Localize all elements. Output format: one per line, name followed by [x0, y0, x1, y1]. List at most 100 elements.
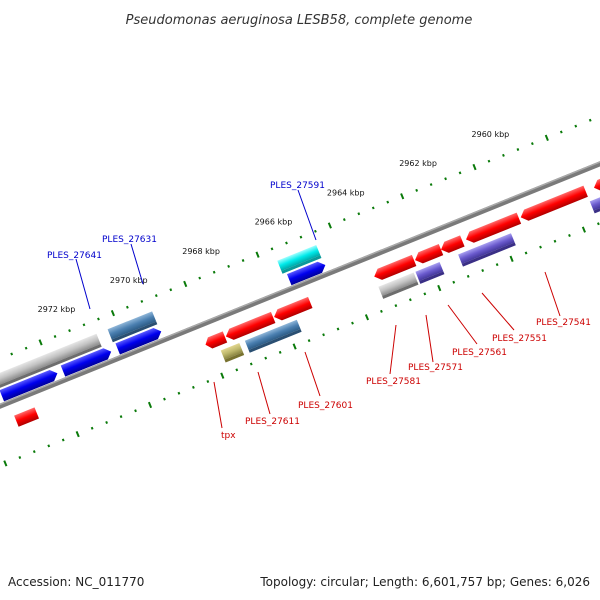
- major-tick: [437, 284, 442, 292]
- gene-label[interactable]: PLES_27611: [245, 417, 300, 427]
- minor-tick: [597, 222, 600, 226]
- kbp-label: 2968 kbp: [182, 247, 220, 256]
- gene-feature-reverse[interactable]: [378, 272, 419, 299]
- gene-label[interactable]: PLES_27641: [47, 251, 102, 261]
- minor-tick: [530, 142, 534, 146]
- major-tick: [38, 339, 43, 346]
- major-tick: [581, 226, 586, 233]
- minor-tick: [380, 309, 383, 313]
- minor-tick: [415, 188, 419, 192]
- major-tick: [472, 163, 477, 171]
- gene-label[interactable]: PLES_27601: [298, 401, 353, 411]
- gene-feature-reverse[interactable]: [439, 235, 465, 255]
- minor-tick: [394, 304, 398, 308]
- minor-tick: [444, 177, 447, 181]
- gene-label[interactable]: PLES_27581: [366, 377, 421, 387]
- minor-tick: [249, 362, 253, 366]
- minor-tick: [553, 239, 557, 243]
- minor-tick: [177, 391, 181, 395]
- minor-tick: [264, 356, 268, 360]
- minor-tick: [481, 269, 485, 273]
- minor-tick: [408, 298, 412, 302]
- map-title: Pseudomonas aeruginosa LESB58, complete …: [126, 13, 473, 28]
- minor-tick: [588, 118, 592, 122]
- minor-tick: [32, 450, 36, 454]
- kbp-label: 2960 kbp: [472, 130, 510, 139]
- minor-tick: [97, 317, 100, 321]
- gene-feature-reverse[interactable]: [592, 170, 600, 194]
- gene-feature-forward[interactable]: [0, 333, 102, 390]
- minor-tick: [307, 339, 311, 343]
- major-tick: [183, 280, 188, 288]
- gene-feature-forward[interactable]: [286, 259, 328, 286]
- minor-tick: [342, 218, 346, 222]
- gene-feature-reverse[interactable]: [464, 212, 522, 245]
- kbp-label: 2962 kbp: [399, 159, 437, 168]
- gene-label[interactable]: PLES_27631: [102, 235, 157, 245]
- minor-tick: [423, 292, 427, 296]
- major-tick: [220, 372, 225, 379]
- minor-tick: [198, 276, 202, 280]
- gene-feature-forward[interactable]: [107, 311, 158, 343]
- gene-label[interactable]: PLES_27541: [536, 318, 591, 328]
- minor-tick: [169, 288, 173, 292]
- gene-label[interactable]: PLES_27571: [408, 363, 463, 373]
- gene-feature-reverse[interactable]: [272, 296, 313, 323]
- gene-label[interactable]: PLES_27561: [452, 348, 507, 358]
- minor-tick: [299, 235, 303, 239]
- minor-tick: [61, 438, 65, 442]
- kbp-label: 2970 kbp: [110, 276, 148, 285]
- accession-text: Accession: NC_011770: [8, 575, 144, 589]
- major-tick: [327, 222, 332, 229]
- upper-tick-row: [10, 118, 592, 356]
- gene-feature-forward[interactable]: [0, 368, 60, 402]
- gene-feature-reverse[interactable]: [518, 185, 588, 223]
- gene-feature-reverse[interactable]: [220, 342, 245, 363]
- minor-tick: [574, 124, 578, 128]
- minor-tick: [82, 323, 86, 327]
- major-tick: [110, 309, 115, 317]
- gene-feature-forward[interactable]: [277, 245, 322, 274]
- minor-tick: [371, 206, 375, 210]
- gene-feature-forward[interactable]: [60, 346, 114, 377]
- gene-feature-reverse[interactable]: [458, 233, 516, 267]
- minor-tick: [322, 333, 325, 337]
- lower-tick-row: [3, 222, 600, 467]
- kbp-label: 2966 kbp: [255, 218, 293, 227]
- minor-tick: [24, 346, 28, 350]
- major-tick: [400, 193, 405, 200]
- gene-feature-reverse[interactable]: [415, 262, 445, 284]
- minor-tick: [68, 329, 71, 333]
- minor-tick: [134, 409, 137, 413]
- major-tick: [364, 314, 370, 321]
- minor-tick: [429, 183, 433, 187]
- minor-tick: [314, 229, 317, 233]
- minor-tick: [90, 426, 94, 430]
- minor-tick: [285, 241, 288, 245]
- minor-tick: [351, 321, 354, 325]
- minor-tick: [119, 415, 123, 419]
- gene-feature-reverse[interactable]: [203, 331, 228, 350]
- genome-backbone-highlight: [0, 147, 600, 419]
- minor-tick: [452, 280, 456, 284]
- gene-feature-reverse[interactable]: [589, 190, 600, 214]
- minor-tick: [495, 263, 499, 267]
- minor-tick: [278, 350, 282, 354]
- minor-tick: [516, 148, 520, 151]
- gene-label[interactable]: PLES_27591: [270, 181, 325, 191]
- gene-feature-reverse[interactable]: [372, 254, 417, 282]
- minor-tick: [206, 380, 210, 384]
- leader-lines: [75, 189, 561, 429]
- gene-feature-reverse[interactable]: [413, 244, 444, 266]
- gene-feature-reverse[interactable]: [244, 319, 302, 353]
- gene-label[interactable]: PLES_27551: [492, 334, 547, 344]
- kbp-label: 2972 kbp: [38, 305, 76, 314]
- minor-tick: [386, 200, 390, 204]
- minor-tick: [47, 444, 51, 448]
- gene-label[interactable]: tpx: [221, 431, 236, 441]
- gene-feature-forward[interactable]: [115, 326, 163, 355]
- minor-tick: [502, 153, 505, 157]
- gene-feature-reverse[interactable]: [224, 311, 276, 342]
- kbp-label: 2964 kbp: [327, 188, 365, 197]
- gene-feature-reverse[interactable]: [14, 407, 40, 427]
